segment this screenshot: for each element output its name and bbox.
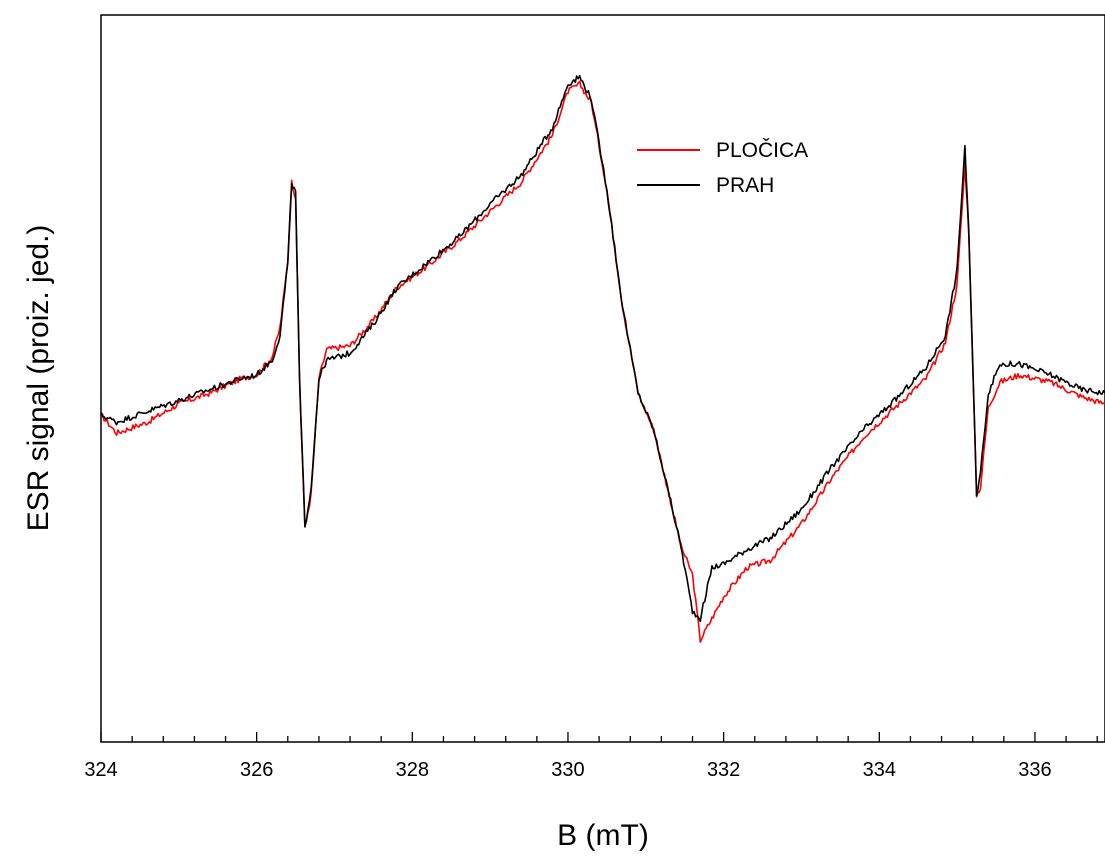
x-axis-tick-labels: 324 326 328 330 332 334 336 <box>84 759 1051 781</box>
legend-label-prah: PRAH <box>716 174 774 197</box>
plot-frame <box>100 14 1105 743</box>
legend-label-plocica: PLOČICA <box>716 139 808 162</box>
x-tick-label: 326 <box>240 759 273 781</box>
series-line-prah <box>100 74 1105 623</box>
x-tick-label: 330 <box>551 759 584 781</box>
x-tick-label: 332 <box>707 759 740 781</box>
x-tick-label: 328 <box>396 759 429 781</box>
x-tick-label: 334 <box>863 759 896 781</box>
x-tick-label: 324 <box>84 759 117 781</box>
x-axis-title: B (mT) <box>557 819 649 852</box>
legend: PLOČICA PRAH <box>637 139 808 197</box>
y-axis-title: ESR signal (proiz. jed.) <box>22 225 55 532</box>
series-layer <box>100 74 1105 643</box>
x-axis-ticks <box>100 732 1098 742</box>
x-tick-label: 336 <box>1018 759 1051 781</box>
